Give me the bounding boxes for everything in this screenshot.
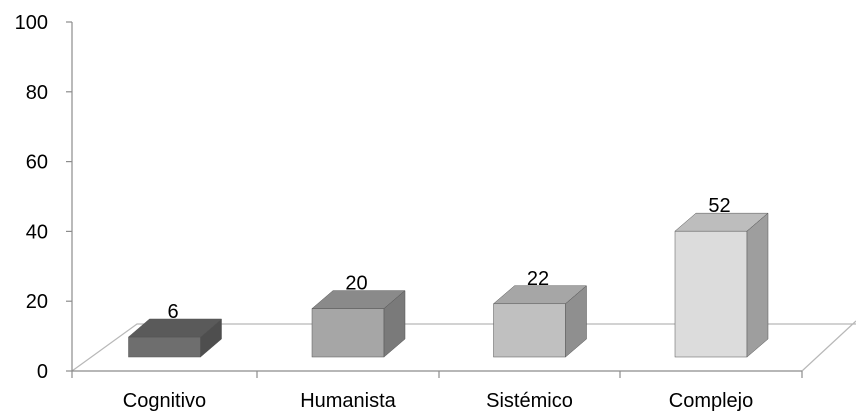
category-label: Humanista: [300, 390, 396, 412]
y-tick-label: 40: [26, 221, 48, 243]
data-label: 20: [345, 273, 367, 295]
bar-side: [746, 212, 769, 358]
data-label: 22: [527, 268, 549, 290]
y-tick-label: 80: [26, 82, 48, 104]
y-tick-label: 0: [37, 361, 48, 383]
bar-humanista: [311, 290, 406, 358]
y-tick-label: 60: [26, 152, 48, 174]
y-tick-label: 20: [26, 291, 48, 313]
category-label: Sistémico: [486, 390, 573, 412]
data-label: 6: [167, 301, 178, 323]
bar-cognitivo: [127, 318, 223, 358]
bar-sistémico: [492, 285, 588, 358]
bar-complejo: [674, 212, 769, 358]
bar-front: [493, 303, 566, 358]
y-tick-label: 100: [15, 12, 48, 34]
bar-side: [383, 290, 406, 358]
chart-floor: [71, 320, 856, 372]
bar-side: [200, 318, 222, 358]
bar-front: [128, 336, 201, 358]
category-label: Cognitivo: [123, 390, 206, 412]
bar-front: [311, 308, 385, 358]
bar-side: [565, 285, 587, 358]
data-label: 52: [708, 195, 730, 217]
bar-front: [674, 230, 748, 358]
category-label: Complejo: [669, 390, 753, 412]
